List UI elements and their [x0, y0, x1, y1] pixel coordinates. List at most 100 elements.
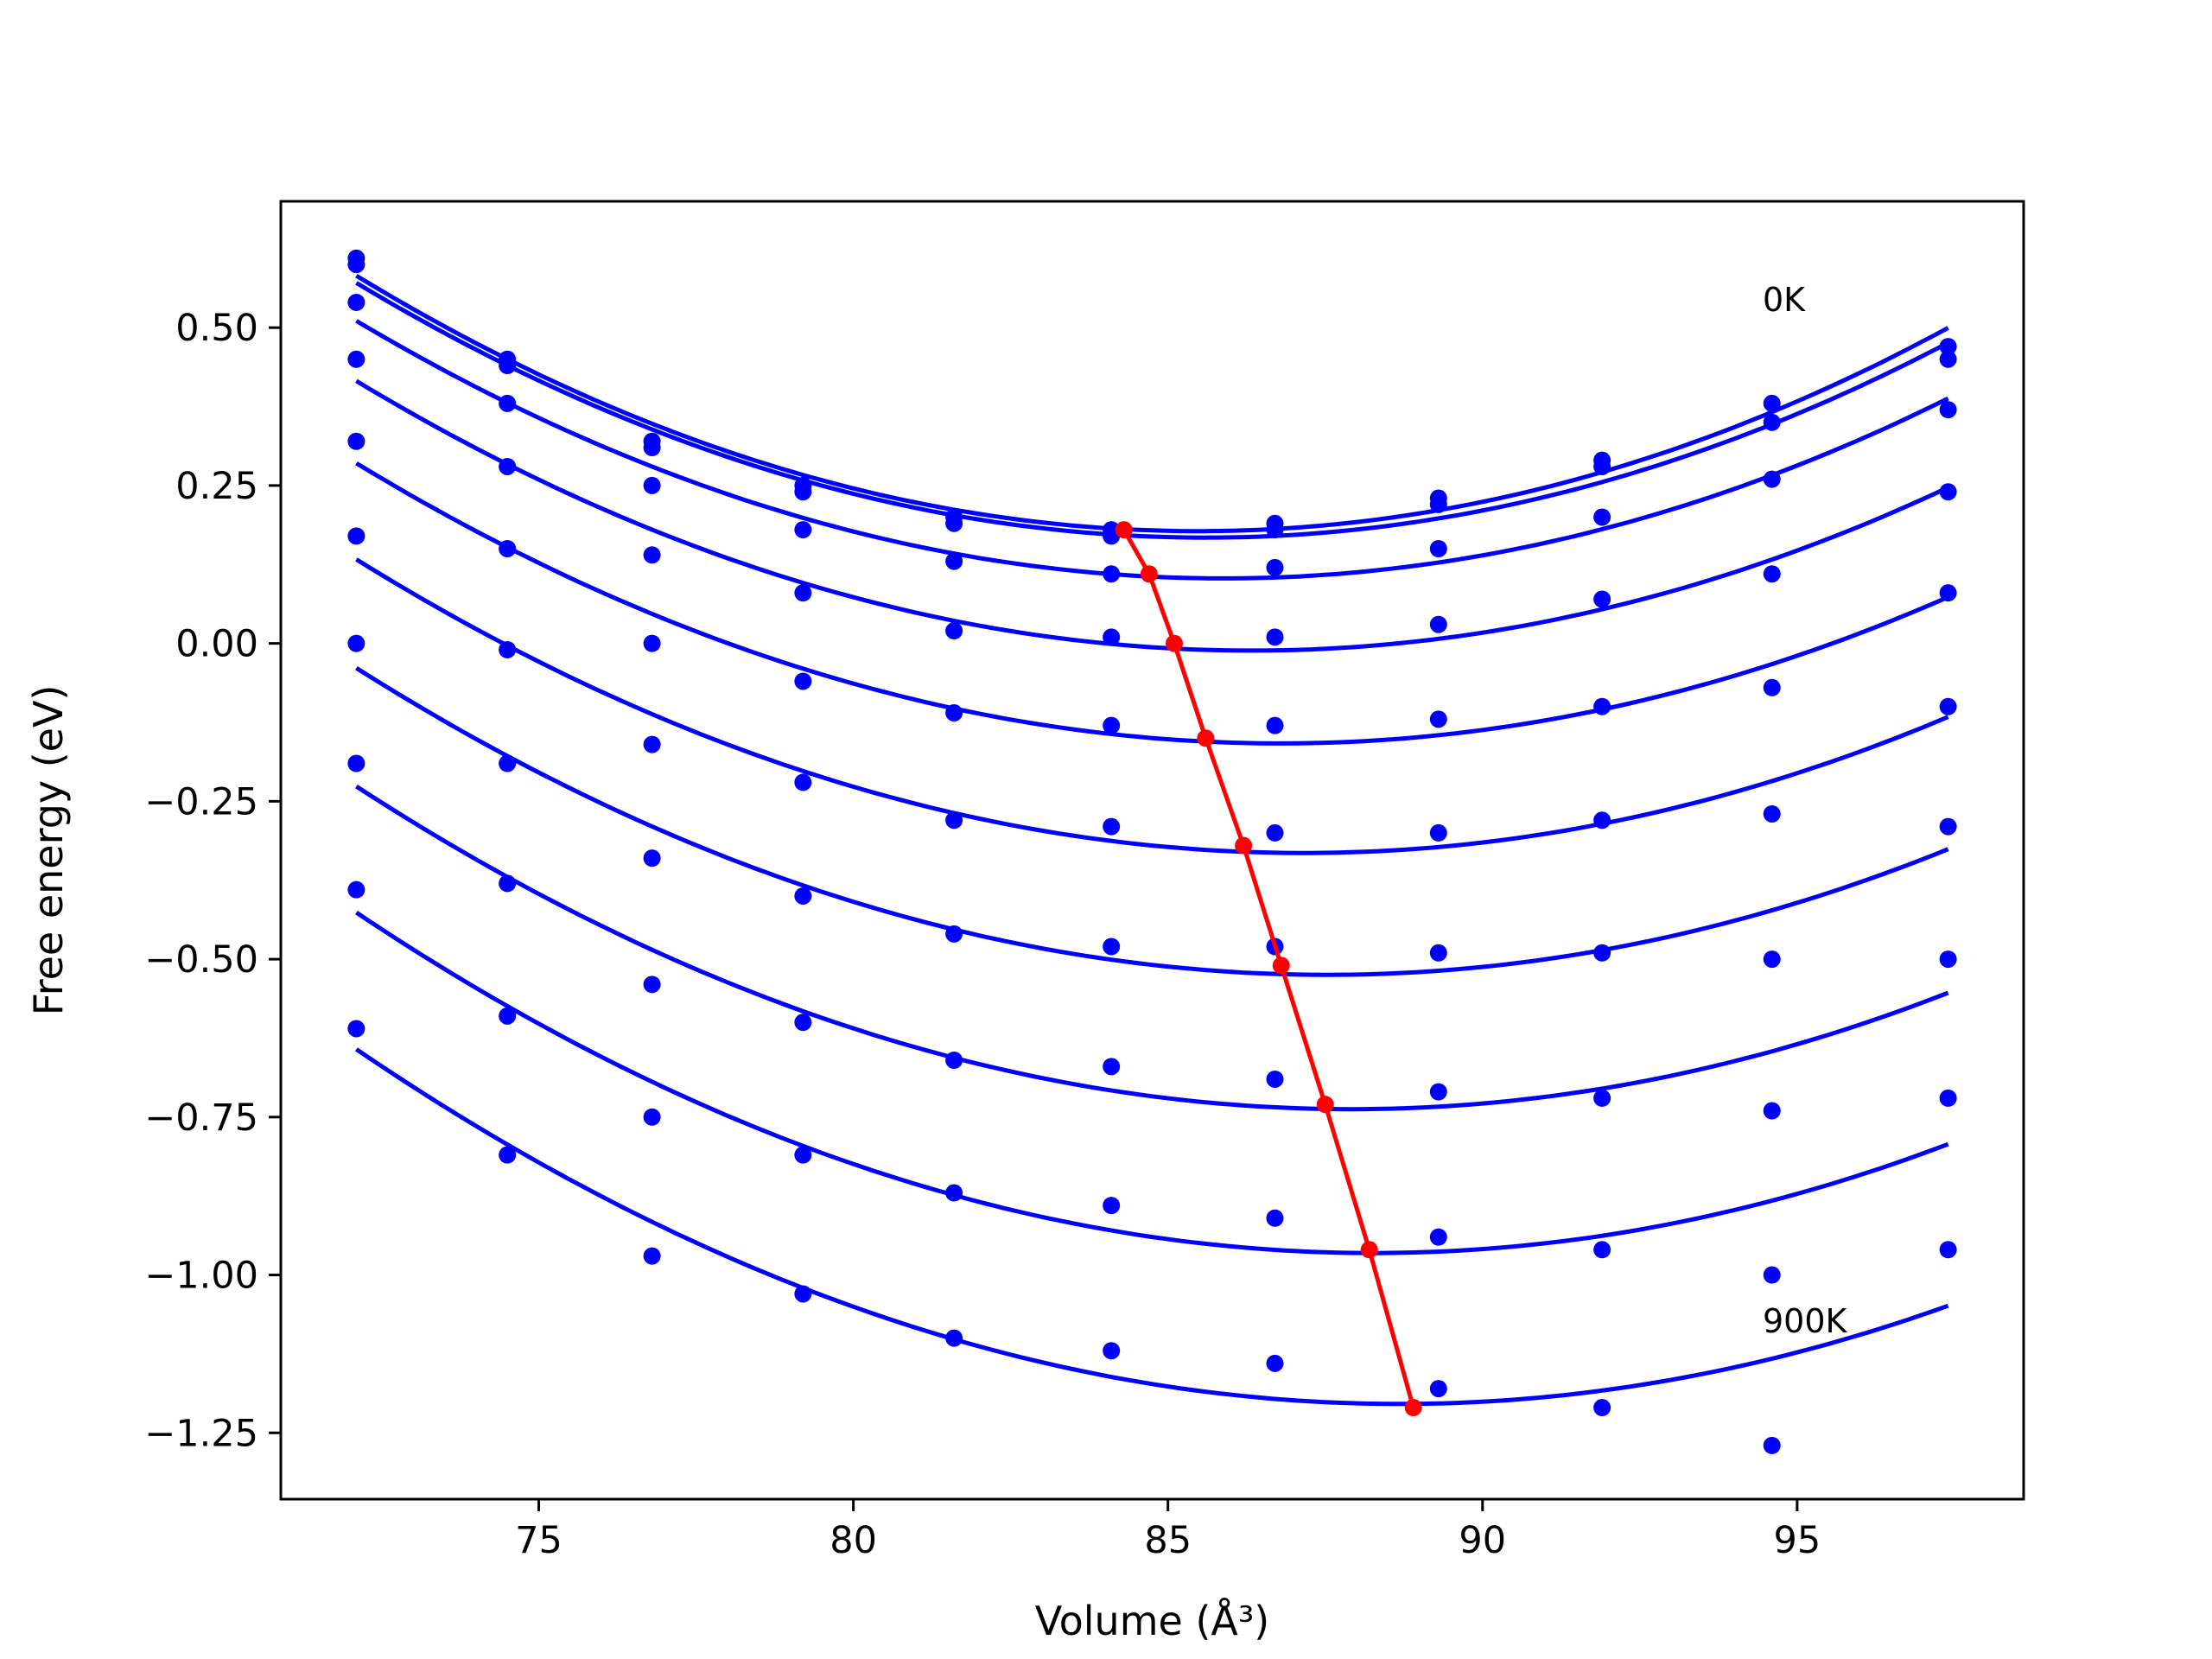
data-point-s9-7 [1266, 1209, 1284, 1227]
minimum-point-5 [1235, 836, 1253, 855]
data-point-s4-11 [1939, 483, 1957, 501]
data-point-s8-5 [945, 1052, 963, 1070]
fit-curve-1 [355, 273, 1949, 534]
y-tick-label-5: −0.75 [144, 1096, 258, 1140]
fit-curve-4 [355, 378, 1949, 653]
data-point-s9-11 [1939, 1089, 1957, 1107]
data-point-s10-3 [643, 1247, 661, 1265]
data-point-s2-7 [1266, 521, 1284, 539]
x-axis-label: Volume (Å³) [1035, 1598, 1270, 1644]
data-point-s4-10 [1763, 565, 1781, 583]
fit-curve-9 [355, 910, 1949, 1255]
data-point-s6-4 [794, 773, 812, 791]
data-point-s2-10 [1763, 413, 1781, 431]
y-tick-label-0: 0.50 [175, 307, 258, 350]
data-point-s4-9 [1593, 590, 1611, 608]
data-point-s5-10 [1763, 678, 1781, 696]
data-point-s3-10 [1763, 470, 1781, 488]
y-axis-label: Free energy (eV) [25, 685, 72, 1016]
data-point-s1-11 [1939, 338, 1957, 356]
x-tick-label-75: 75 [515, 1519, 563, 1562]
data-point-s5-2 [499, 539, 517, 557]
fit-curve-8 [355, 785, 1949, 1112]
data-point-s7-3 [643, 849, 661, 868]
data-point-s6-11 [1939, 697, 1957, 715]
data-point-s7-6 [1103, 938, 1121, 956]
y-tick-label-3: −0.25 [144, 780, 258, 823]
x-tick-label-85: 85 [1144, 1519, 1192, 1562]
minimum-point-2 [1140, 565, 1158, 583]
data-point-s3-4 [794, 521, 812, 539]
data-point-s1-10 [1763, 394, 1781, 412]
annotation-900k: 900K [1763, 1302, 1848, 1340]
data-point-s10-2 [499, 1146, 517, 1164]
data-point-s2-9 [1593, 457, 1611, 475]
data-point-s5-5 [945, 704, 963, 722]
data-point-s5-6 [1103, 716, 1121, 734]
data-point-s8-8 [1429, 1083, 1447, 1101]
data-point-s8-4 [794, 1014, 812, 1032]
data-point-s6-8 [1429, 823, 1447, 842]
minimum-point-4 [1197, 729, 1215, 747]
data-point-s7-10 [1763, 950, 1781, 969]
data-point-s10-9 [1593, 1399, 1611, 1417]
data-point-s9-6 [1103, 1197, 1121, 1215]
y-tick-label-6: −1.00 [144, 1255, 258, 1298]
x-axis-ticks: 75 80 85 90 95 [515, 1499, 1821, 1562]
data-point-s5-9 [1593, 697, 1611, 715]
data-point-s2-2 [499, 357, 517, 375]
minimum-point-8 [1360, 1241, 1378, 1259]
y-axis-ticks: 0.50 0.25 0.00 −0.25 −0.50 −0.75 −1.00 −1.25 [144, 307, 281, 1455]
minimum-point-6 [1272, 957, 1290, 975]
minimum-point-3 [1165, 634, 1183, 652]
fit-curve-5 [355, 461, 1949, 746]
data-point-s10-10 [1763, 1436, 1781, 1454]
data-point-s8-3 [643, 976, 661, 994]
fit-curve-6 [355, 557, 1949, 855]
data-point-s3-8 [1429, 539, 1447, 557]
data-point-s8-2 [499, 874, 517, 893]
data-point-s7-1 [347, 634, 365, 652]
data-point-s9-4 [794, 1146, 812, 1164]
data-point-s4-5 [945, 622, 963, 640]
data-point-s10-5 [945, 1329, 963, 1347]
data-point-s3-11 [1939, 401, 1957, 419]
data-point-s9-3 [643, 1108, 661, 1126]
fit-curve-2 [355, 281, 1949, 540]
annotation-0k: 0K [1763, 281, 1806, 319]
data-point-s6-10 [1763, 804, 1781, 823]
data-point-s5-8 [1429, 710, 1447, 728]
data-point-s4-6 [1103, 628, 1121, 646]
data-point-s5-11 [1939, 584, 1957, 602]
data-point-s6-9 [1593, 811, 1611, 830]
data-point-s8-11 [1939, 950, 1957, 969]
data-point-s3-9 [1593, 508, 1611, 526]
data-point-s10-11 [1939, 1241, 1957, 1259]
data-point-s10-7 [1266, 1354, 1284, 1372]
data-point-s2-3 [643, 439, 661, 457]
data-point-s4-3 [643, 546, 661, 564]
data-point-s3-3 [643, 476, 661, 494]
data-point-s10-6 [1103, 1342, 1121, 1360]
data-point-s3-5 [945, 552, 963, 570]
data-point-s7-9 [1593, 944, 1611, 962]
data-point-s5-3 [643, 634, 661, 652]
data-point-s7-2 [499, 754, 517, 772]
y-tick-label-2: 0.00 [175, 623, 258, 666]
data-point-s2-1 [347, 256, 365, 274]
data-point-s6-7 [1266, 823, 1284, 842]
data-point-s2-4 [794, 483, 812, 501]
x-tick-label-95: 95 [1774, 1519, 1821, 1562]
data-point-s2-11 [1939, 350, 1957, 368]
data-point-s8-10 [1763, 1102, 1781, 1120]
data-point-s6-1 [347, 527, 365, 545]
data-point-s2-5 [945, 514, 963, 532]
data-point-s5-4 [794, 672, 812, 690]
data-point-s7-4 [794, 887, 812, 905]
data-point-s6-5 [945, 811, 963, 830]
data-point-s7-11 [1939, 817, 1957, 836]
minimum-point-7 [1316, 1096, 1334, 1114]
data-points [347, 249, 1957, 1454]
data-point-s8-7 [1266, 1070, 1284, 1088]
data-point-s9-10 [1763, 1266, 1781, 1284]
